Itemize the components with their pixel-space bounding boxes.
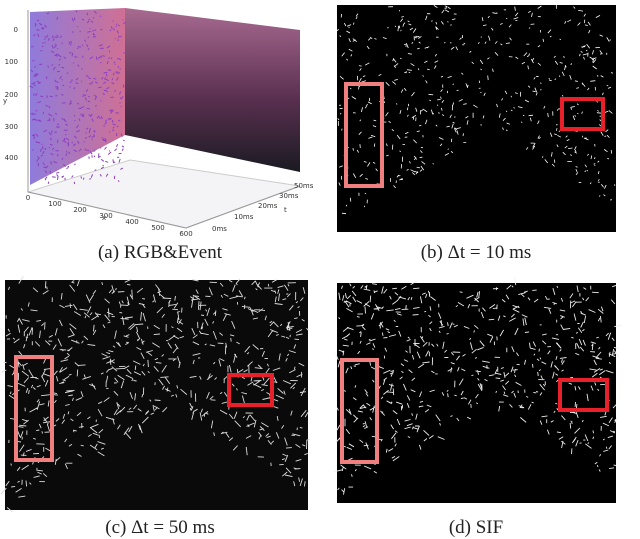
t-label: t bbox=[284, 206, 287, 214]
caption: (c) Δt = 50 ms bbox=[105, 517, 214, 538]
highlight-box bbox=[227, 373, 274, 407]
t-tick-label: 50ms bbox=[294, 182, 314, 190]
x-tick-label: 200 bbox=[73, 206, 86, 214]
panel-c bbox=[0, 276, 311, 513]
t-tick-label: 10ms bbox=[234, 213, 254, 221]
x-tick-label: 400 bbox=[125, 218, 138, 226]
x-label: x bbox=[102, 214, 106, 222]
floor-plane bbox=[26, 159, 301, 229]
highlight-box bbox=[558, 378, 609, 412]
t-tick-label: 30ms bbox=[279, 192, 299, 200]
event-points bbox=[29, 10, 126, 185]
highlight-box bbox=[340, 358, 379, 464]
t-axis bbox=[185, 185, 301, 229]
x-tick-label: 300 bbox=[99, 212, 112, 220]
rgb-frame bbox=[125, 8, 300, 172]
x-tick-label: 500 bbox=[151, 224, 164, 232]
highlight-box bbox=[344, 82, 384, 188]
caption: (b) Δt = 10 ms bbox=[421, 242, 532, 263]
y-tick-label: 0 bbox=[14, 26, 18, 34]
highlight-box bbox=[14, 355, 54, 462]
image bbox=[337, 283, 616, 503]
x-tick-label: 100 bbox=[48, 200, 61, 208]
event-edges bbox=[335, 4, 616, 215]
x-axis bbox=[27, 191, 187, 229]
y-label: y bbox=[3, 97, 7, 105]
caption: (d) SIF bbox=[449, 517, 503, 538]
panel-d bbox=[334, 277, 622, 503]
event-cloud bbox=[30, 8, 125, 185]
y-tick-label: 200 bbox=[5, 91, 18, 99]
panel-b bbox=[335, 4, 616, 232]
t-tick-label: 0ms bbox=[212, 225, 227, 233]
x-tick-label: 0 bbox=[26, 194, 30, 202]
y-tick-label: 300 bbox=[5, 123, 18, 131]
event-edges bbox=[334, 277, 622, 495]
y-tick-label: 100 bbox=[5, 58, 18, 66]
highlight-box bbox=[560, 97, 605, 131]
panel-a: y x t bbox=[3, 8, 301, 229]
x-tick-label: 600 bbox=[179, 230, 192, 238]
y-tick-label: 400 bbox=[5, 154, 18, 162]
t-tick-label: 20ms bbox=[258, 202, 278, 210]
caption: (a) RGB&Event bbox=[98, 242, 223, 263]
